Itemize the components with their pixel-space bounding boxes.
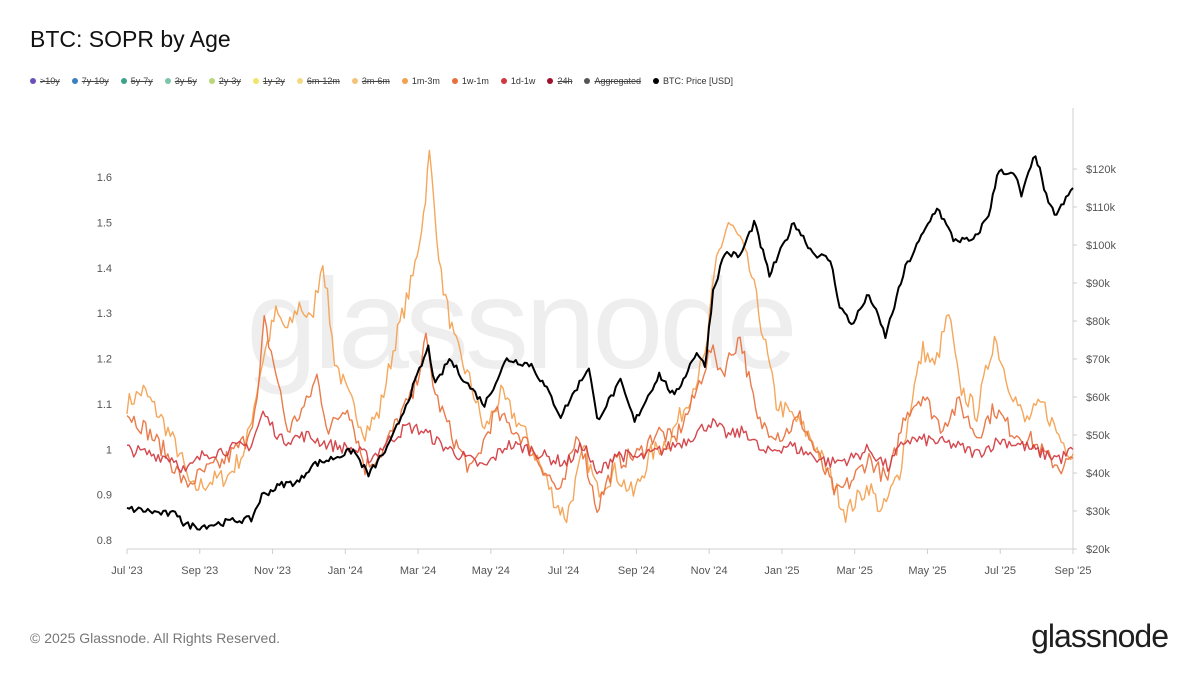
y-left-tick-label: 1.2 (97, 354, 112, 366)
legend-dot-icon (584, 78, 591, 84)
legend-label: 6m-12m (306, 76, 340, 86)
legend-label: 24h (557, 76, 573, 86)
legend-label: 1m-3m (411, 76, 440, 86)
x-tick-label: Mar '25 (837, 565, 873, 577)
x-tick-label: Jan '24 (328, 565, 363, 577)
legend-dot-icon (120, 78, 127, 84)
series-line-1m-3m (126, 149, 1074, 524)
y-right-tick-label: $80k (1086, 316, 1110, 328)
y-left-tick-label: 1.6 (97, 172, 112, 184)
legend-dot-icon (164, 78, 171, 84)
legend-label: BTC: Price [USD] (663, 76, 734, 86)
legend-item[interactable]: 1d-1w (500, 76, 536, 86)
legend-dot-icon (71, 78, 78, 84)
y-right-tick-label: $70k (1086, 354, 1110, 366)
y-right-tick-label: $20k (1086, 544, 1110, 556)
legend-item[interactable]: 1y-2y (252, 76, 285, 86)
series-line-1w-1m (126, 315, 1074, 513)
series-line-btc-price-usd- (126, 155, 1074, 531)
x-tick-label: Jul '24 (548, 565, 579, 577)
x-tick-label: Sep '23 (181, 565, 218, 577)
legend-dot-icon (653, 78, 660, 84)
legend-item[interactable]: 6m-12m (296, 76, 340, 86)
legend-item[interactable]: 3y-5y (164, 76, 197, 86)
legend-label: 3m-6m (361, 76, 390, 86)
legend-item[interactable]: 3m-6m (351, 76, 390, 86)
legend-dot-icon (252, 78, 259, 84)
x-tick-label: Mar '24 (400, 565, 436, 577)
legend-item[interactable]: BTC: Price [USD] (653, 76, 733, 86)
y-left-tick-label: 0.8 (97, 535, 112, 547)
y-right-tick-label: $40k (1086, 468, 1110, 480)
legend-dot-icon (30, 78, 36, 84)
x-tick-label: Sep '24 (618, 565, 655, 577)
legend-item[interactable]: 24h (547, 76, 572, 86)
legend-dot-icon (451, 78, 458, 84)
legend-label: 2y-3y (218, 76, 241, 86)
y-right-tick-label: $100k (1086, 240, 1116, 252)
legend-item[interactable]: 7y-10y (71, 76, 109, 86)
legend-label: 7y-10y (81, 76, 109, 86)
y-left-tick-label: 1 (106, 444, 112, 456)
legend-dot-icon (208, 78, 215, 84)
legend-item[interactable]: 1m-3m (401, 76, 440, 86)
legend-item[interactable]: 1w-1m (451, 76, 489, 86)
legend-item[interactable]: 5y-7y (120, 76, 153, 86)
legend-label: >10y (40, 76, 60, 86)
y-left-tick-label: 1.5 (97, 218, 112, 230)
legend-dot-icon (500, 78, 507, 84)
watermark: glassnode (246, 253, 794, 396)
x-tick-label: Jul '23 (111, 565, 142, 577)
y-left-tick-label: 0.9 (97, 490, 112, 502)
x-tick-label: Nov '24 (691, 565, 728, 577)
y-right-tick-label: $30k (1086, 506, 1110, 518)
legend-label: 1y-2y (262, 76, 285, 86)
x-tick-label: Jan '25 (764, 565, 799, 577)
x-tick-label: May '24 (472, 565, 510, 577)
copyright-text: © 2025 Glassnode. All Rights Reserved. (30, 630, 281, 646)
y-left-tick-label: 1.1 (97, 399, 112, 411)
legend-item[interactable]: >10y (30, 76, 60, 86)
y-right-tick-label: $110k (1086, 202, 1116, 214)
legend-item[interactable]: 2y-3y (208, 76, 241, 86)
x-tick-label: Jul '25 (985, 565, 1016, 577)
y-right-tick-label: $90k (1086, 278, 1110, 290)
legend-label: Aggregated (594, 76, 642, 86)
y-right-tick-label: $60k (1086, 392, 1110, 404)
legend-dot-icon (547, 78, 554, 84)
y-left-tick-label: 1.4 (97, 263, 112, 275)
glassnode-logo[interactable]: glassnode (1031, 618, 1169, 654)
legend-item[interactable]: Aggregated (584, 76, 641, 86)
x-tick-label: Nov '23 (254, 565, 291, 577)
chart-title: BTC: SOPR by Age (30, 26, 231, 52)
y-right-tick-label: $50k (1086, 430, 1110, 442)
legend-label: 1w-1m (461, 76, 489, 86)
x-tick-label: Sep '25 (1055, 565, 1092, 577)
series-line-1d-1w (126, 410, 1074, 475)
legend-dot-icon (296, 78, 303, 84)
y-right-tick-label: $120k (1086, 164, 1116, 176)
legend-label: 1d-1w (510, 76, 536, 86)
legend-label: 3y-5y (174, 76, 197, 86)
legend: >10y 7y-10y 5y-7y 3y-5y 2y-3y 1y-2y 6m-12m 3m-6… (30, 76, 745, 86)
x-tick-label: May '25 (908, 565, 946, 577)
y-left-tick-label: 1.3 (97, 308, 112, 320)
legend-dot-icon (351, 78, 358, 84)
legend-label: 5y-7y (130, 76, 153, 86)
legend-dot-icon (401, 78, 408, 84)
